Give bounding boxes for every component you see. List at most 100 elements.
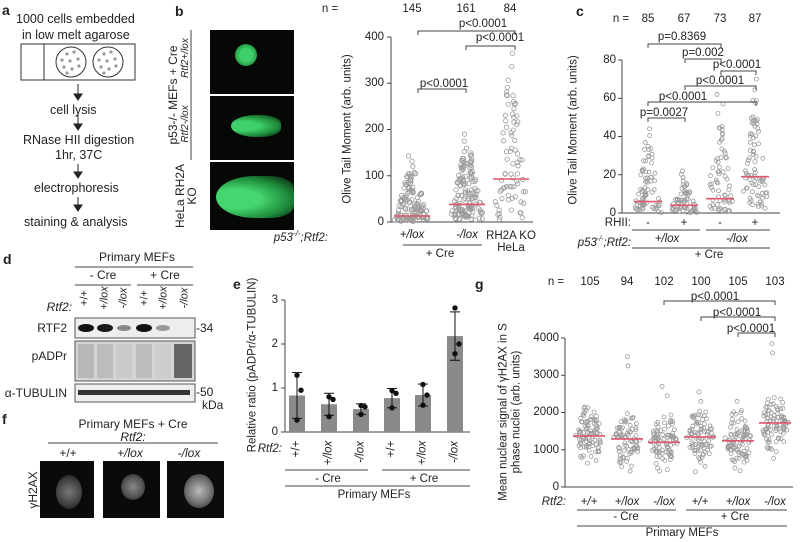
c-n-1: 67 [677, 13, 691, 25]
b-cat-2: RH2A KO HeLa [486, 230, 536, 255]
step-electrophoresis: electrophoresis [34, 181, 119, 195]
d-blot-graphics [74, 266, 196, 403]
c-p-0: p=0.8369 [657, 31, 707, 43]
g-group-plus-cre: + Cre [720, 511, 750, 523]
f-divider [48, 442, 218, 444]
g-row-label: Rtf2: [541, 496, 566, 508]
c-rhii-2: - [718, 217, 722, 229]
c-p-4: p<0.0001 [658, 91, 708, 103]
c-ytick-80: 80 [603, 54, 616, 66]
panel-b-row-dividers [190, 30, 192, 160]
f-col-1: +/lox [117, 446, 143, 460]
d-group-minus-cre: - Cre [89, 268, 117, 282]
d-blot-tubulin: α-TUBULIN [4, 386, 67, 400]
g-ytick-3000: 3000 [533, 369, 559, 381]
g-cat-3: +/+ [691, 496, 709, 508]
c-rhii-0: - [646, 217, 650, 229]
f-image-wt [40, 461, 95, 518]
b-n-2: 84 [503, 3, 517, 15]
d-genotype-label: Rtf2: [46, 300, 72, 314]
g-n-2: 102 [654, 276, 674, 288]
b-row-label: p53-/-;Rtf2: [273, 229, 328, 244]
b-p-1: p<0.0001 [475, 32, 525, 44]
d-group-plus-cre: + Cre [150, 268, 180, 282]
c-row-label: p53-/-;Rtf2: [577, 236, 631, 249]
comet-image-rtf2-minus-lox [210, 96, 294, 160]
b-p-0: p<0.0001 [458, 18, 508, 30]
step-cell-lysis: cell lysis [50, 103, 97, 117]
f-col-0: +/+ [59, 446, 77, 460]
e-ytick-0: 0 [271, 426, 278, 438]
b-n-label: n = [321, 3, 339, 15]
workflow-title-1: 1000 cells embedded [16, 12, 135, 26]
step-rnase-digestion: RNase HII digestion [23, 133, 135, 147]
c-p-1: p=0.002 [682, 47, 724, 59]
c-ytick-20: 20 [603, 169, 616, 181]
c-rhii-label: RHII: [604, 217, 631, 229]
b-ytick-0: 0 [377, 216, 384, 228]
b-ytick-400: 400 [364, 31, 384, 43]
comet-image-rtf2-plus-lox [210, 30, 294, 94]
e-ytick-1: 1 [271, 382, 278, 394]
c-n-2: 73 [713, 13, 727, 25]
g-cat-4: +/lox [725, 496, 751, 508]
c-ytick-40: 40 [603, 130, 616, 142]
c-n-3: 87 [748, 13, 762, 25]
b-n-0: 145 [402, 3, 422, 15]
b-p-2: p<0.0001 [419, 78, 469, 90]
f-title: Primary MEFs + Cre [78, 417, 188, 431]
e-group-minus-cre: - Cre [315, 473, 341, 485]
g-y-axis-label: Mean nuclear signal of γH2AX in S phase … [497, 323, 522, 501]
b-n-1: 161 [456, 3, 476, 15]
c-n-label: n = [612, 13, 630, 25]
d-marker-34: -34 [196, 321, 214, 335]
step-staining: staining & analysis [24, 215, 128, 229]
c-rhii-1: + [680, 217, 688, 229]
c-p-5: p=0.0027 [639, 107, 689, 119]
e-group-plus-cre: + Cre [409, 473, 439, 485]
g-p-2: p<0.0001 [726, 323, 776, 335]
c-p-3: p<0.0001 [695, 75, 745, 87]
g-n-4: 105 [728, 276, 748, 288]
panel-label-b: b [175, 3, 184, 19]
g-n-1: 94 [620, 276, 634, 288]
panel-label-d: d [3, 251, 12, 267]
panel-label-g: g [475, 276, 484, 292]
f-image-minus-lox [167, 461, 224, 518]
d-blot-padpr: pADPr [31, 349, 67, 363]
f-genotype-label: Rtf2: [120, 430, 146, 444]
step-incubation: 1hr, 37C [55, 148, 103, 162]
g-n-label: n = [547, 276, 565, 288]
g-cat-1: +/lox [614, 496, 640, 508]
g-cat-2: -/lox [653, 496, 675, 508]
b-cat-0: +/lox [399, 229, 425, 241]
e-row-label: Rtf2: [257, 443, 282, 455]
c-n-0: 85 [641, 13, 655, 25]
g-p-1: p<0.0001 [712, 307, 762, 319]
g-cat-5: -/lox [764, 496, 786, 508]
c-p-2: p<0.0001 [712, 59, 762, 71]
g-x-axis-label: Primary MEFs [645, 527, 719, 539]
b-group-label: + Cre [425, 248, 455, 260]
d-header: Primary MEFs [99, 250, 175, 264]
b-ytick-200: 200 [364, 123, 384, 135]
d-marker-kda: kDa [202, 398, 224, 412]
e-ytick-2: 2 [271, 338, 278, 350]
panel-label-c: c [576, 3, 584, 19]
f-image-separator [94, 461, 96, 518]
panel-label-f: f [2, 411, 7, 427]
f-image-plus-lox [103, 461, 160, 518]
g-ytick-2000: 2000 [533, 406, 559, 418]
c-group-label: + Cre [694, 249, 724, 261]
b-ytick-100: 100 [364, 170, 384, 182]
c-ytick-60: 60 [603, 92, 616, 104]
c-ytick-0: 0 [609, 207, 616, 219]
f-col-2: -/lox [177, 446, 201, 460]
panel-label-e: e [233, 276, 241, 292]
c-genotype-0: +/lox [654, 233, 680, 245]
agarose-slide-diagram [20, 43, 136, 212]
d-marker-50: -50 [196, 385, 214, 399]
